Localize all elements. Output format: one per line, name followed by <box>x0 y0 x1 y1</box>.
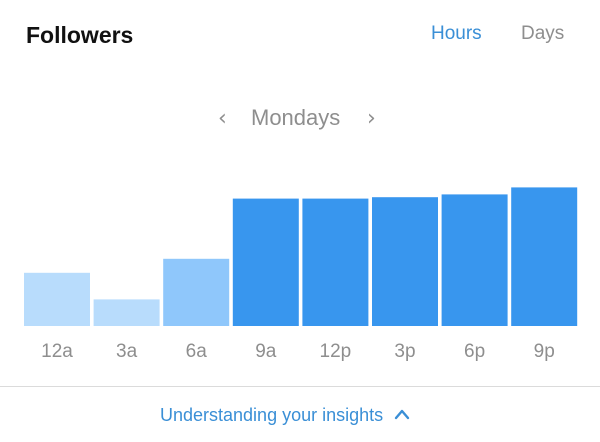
understanding-insights-link[interactable]: Understanding your insights <box>160 405 410 426</box>
chevron-left-icon[interactable]: ‹ <box>218 106 227 131</box>
chevron-right-icon[interactable]: › <box>367 106 376 131</box>
x-tick-label: 6p <box>464 341 485 362</box>
bar-6a <box>163 258 230 326</box>
x-tick-label: 9p <box>534 341 555 362</box>
x-tick-label: 6a <box>186 341 208 362</box>
bar-12a <box>24 272 90 326</box>
bar-3p <box>372 197 438 326</box>
x-tick-label: 3a <box>116 341 138 362</box>
bar-6p <box>441 194 508 326</box>
day-label: Mondays <box>251 105 341 130</box>
chevron-up-icon <box>394 410 410 420</box>
x-tick-label: 12a <box>41 341 73 362</box>
bar-9a <box>232 198 299 326</box>
card-title: Followers <box>26 22 134 48</box>
divider <box>0 386 600 387</box>
insights-link-label: Understanding your insights <box>160 405 384 425</box>
x-tick-label: 3p <box>394 341 415 362</box>
x-tick-label: 12p <box>320 341 352 362</box>
tab-hours[interactable]: Hours <box>431 23 482 44</box>
bar-3a <box>93 299 160 326</box>
tab-days[interactable]: Days <box>521 23 565 44</box>
day-navigator: ‹ Mondays › <box>0 104 600 134</box>
bar-9p <box>511 187 578 326</box>
x-tick-label: 9a <box>255 341 277 362</box>
bar-12p <box>302 198 369 326</box>
